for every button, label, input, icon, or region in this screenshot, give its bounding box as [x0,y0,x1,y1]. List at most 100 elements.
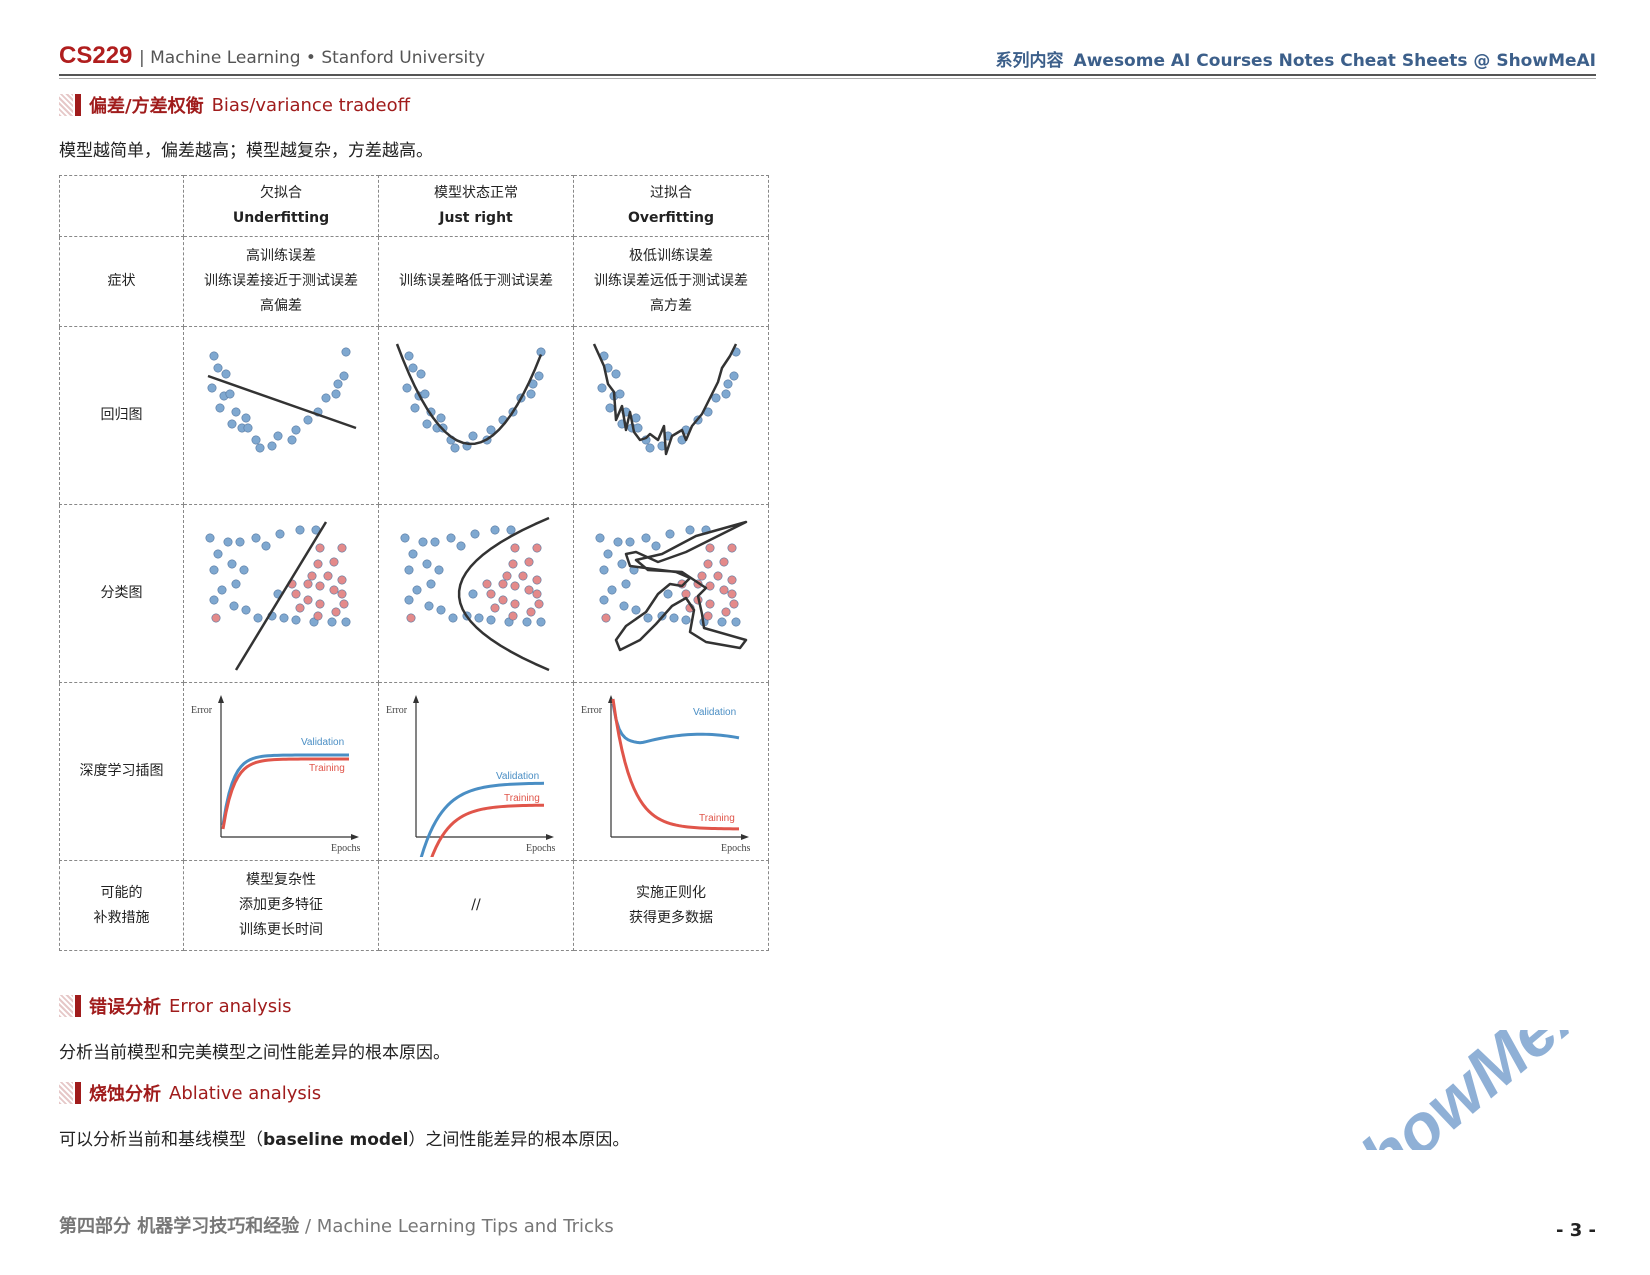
data-point [446,532,456,542]
section-heading-bias: 偏差/方差权衡 Bias/variance tradeoff [59,92,410,118]
data-point [227,558,237,568]
bias-variance-table: 欠拟合 Underfitting 模型状态正常 Just right 过拟合 Over… [59,175,769,951]
text-part: ）之间性能差异的根本原因。 [408,1130,630,1150]
row-deep-learning: 深度学习插图 Error Epochs Validation Training Err… [59,682,769,861]
data-point [532,542,542,552]
x-axis-label: Epochs [331,843,361,854]
data-point [450,443,460,453]
data-point [213,548,223,558]
data-point [456,540,466,550]
classification-plot-underfitting [205,520,351,671]
data-point [339,599,349,609]
data-point [341,347,351,356]
data-point [526,607,536,617]
heading-marker [59,995,73,1017]
data-point [619,601,629,611]
header-empty [59,175,184,237]
data-point [524,556,534,566]
x-axis-arrow [351,833,359,840]
data-point [209,564,219,574]
brand-title: CS229 [59,42,133,69]
classification-underfitting [183,504,379,683]
data-point [337,574,347,584]
heading-marker [59,94,73,116]
data-point [599,564,609,574]
data-point [508,611,518,621]
data-point [291,589,301,599]
data-point [729,370,739,380]
data-point [295,603,305,613]
page-number: - 3 - [1556,1220,1596,1241]
fit-line [207,374,357,429]
col-en: Overfitting [628,210,714,226]
y-axis-arrow [218,694,224,703]
x-axis-arrow [741,833,749,840]
data-point [215,403,225,413]
data-point [227,419,237,429]
data-point [229,601,239,611]
data-point [426,579,436,589]
data-point [410,403,420,413]
data-point [719,556,729,566]
data-point [287,435,297,445]
data-point [705,581,715,591]
header-just-right: 模型状态正常 Just right [378,175,574,237]
data-point [333,378,343,388]
data-point [721,607,731,617]
data-point [273,431,283,441]
data-point [291,615,301,625]
heading-bar [75,1082,81,1104]
section-heading-error: 错误分析 Error analysis [59,993,291,1019]
data-point [307,570,317,580]
classification-plot-overfitting [595,520,748,651]
learning-curve-overfitting: Error Epochs Validation Training [581,694,751,854]
brand-subtitle: | Machine Learning • Stanford University [139,48,486,68]
data-point [510,542,520,552]
row-label: 可能的 补救措施 [59,860,184,951]
data-point [217,585,227,595]
row-label: 深度学习插图 [59,682,184,861]
heading-bar [75,995,81,1017]
data-point [727,589,737,599]
data-point [448,613,458,623]
data-point [599,595,609,605]
data-point [436,413,446,423]
row-remedies: 可能的 补救措施 模型复杂性 添加更多特征 训练更长时间 // 实施正则化 获得… [59,860,769,951]
data-point [717,617,727,627]
regression-plot-just-right [395,343,546,453]
validation-curve [419,781,545,857]
data-point [239,564,249,574]
data-point [209,351,219,360]
y-axis-arrow [413,694,419,703]
data-point [339,370,349,380]
data-point [631,605,641,615]
text-part: 可以分析当前和基线模型（ [59,1130,263,1150]
data-point [337,589,347,599]
data-point [205,532,215,542]
validation-label: Validation [693,707,736,718]
cell-line: 高方差 [650,298,692,314]
data-point [665,529,675,538]
regression-plot-overfitting [592,342,741,455]
data-point [524,585,534,595]
regression-plot-underfitting [207,347,357,453]
data-point [404,564,414,574]
data-point [331,388,341,398]
label-line: 补救措施 [93,909,150,926]
data-point [703,611,713,621]
cell-line: 极低训练误差 [629,248,713,264]
decision-boundary [234,520,328,671]
col-en: Just right [439,210,513,226]
bias-description: 模型越简单，偏差越高；模型越复杂，方差越高。 [59,141,433,161]
data-point [518,570,528,580]
data-point [434,564,444,574]
data-point [400,532,410,542]
validation-label: Validation [496,771,539,782]
data-point [669,613,679,623]
row-label: 分类图 [59,504,184,683]
data-point [321,392,331,402]
data-point [502,570,512,580]
data-point [685,525,695,534]
data-point [315,599,325,609]
data-point [615,388,625,398]
